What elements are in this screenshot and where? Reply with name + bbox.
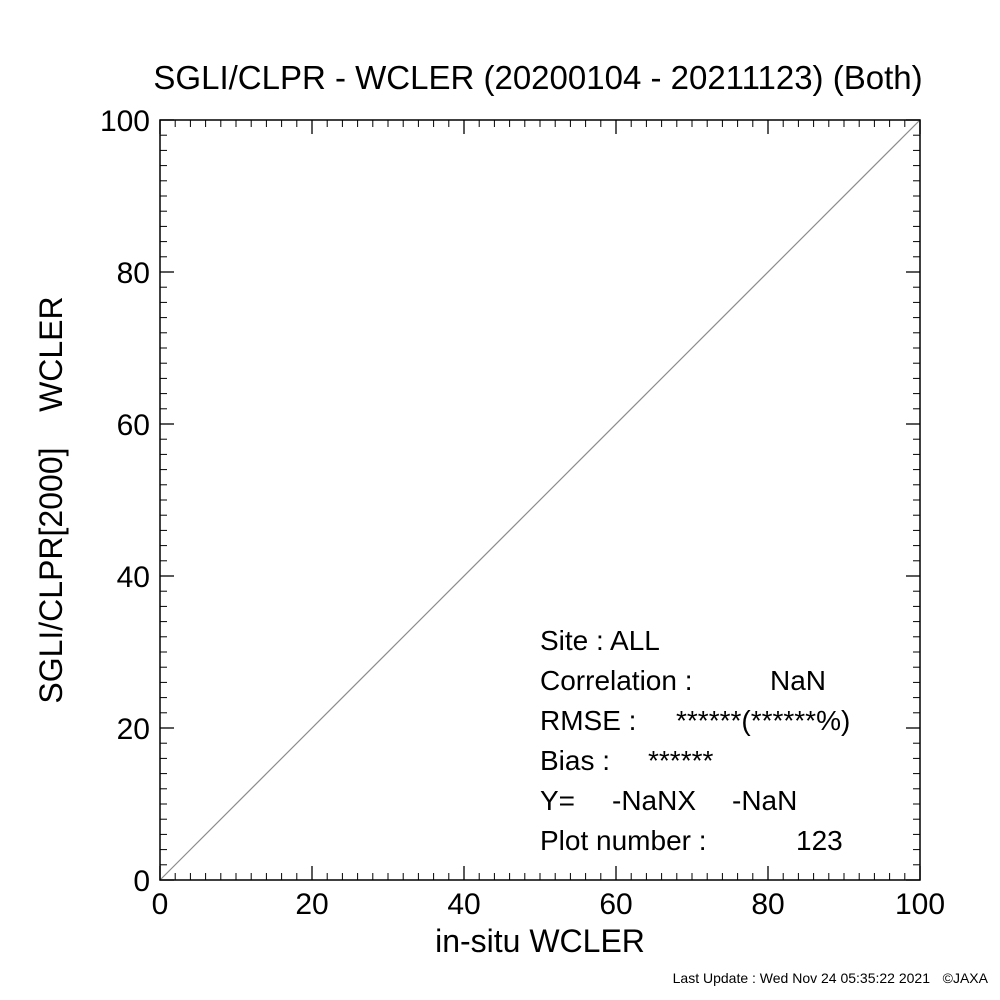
regression-label: Y= xyxy=(540,785,575,816)
copyright-text: ©JAXA xyxy=(943,970,989,986)
correlation-label: Correlation : xyxy=(540,665,693,696)
plot-frame xyxy=(159,119,921,881)
x-tick-labels: 0 20 40 60 80 100 xyxy=(152,888,945,921)
stats-annotation: Site : ALL Correlation : NaN RMSE : ****… xyxy=(540,625,850,856)
bias-label: Bias : xyxy=(540,745,610,776)
y-tick-label: 20 xyxy=(117,713,150,746)
rmse-label: RMSE : xyxy=(540,705,636,736)
x-tick-label: 40 xyxy=(447,888,480,921)
y-tick-label: 80 xyxy=(117,257,150,290)
y-axis-label: SGLI/CLPR[2000] WCLER xyxy=(33,296,69,703)
minor-ticks xyxy=(160,120,920,880)
regression-intercept: -NaN xyxy=(732,785,797,816)
x-tick-label: 80 xyxy=(751,888,784,921)
x-tick-label: 100 xyxy=(895,888,945,921)
y-tick-label: 40 xyxy=(117,561,150,594)
x-tick-label: 60 xyxy=(599,888,632,921)
y-tick-label: 60 xyxy=(117,409,150,442)
y-tick-label: 0 xyxy=(133,865,150,898)
regression-slope: -NaNX xyxy=(612,785,696,816)
y-tick-labels: 0 20 40 60 80 100 xyxy=(100,105,150,898)
site-annotation: Site : ALL xyxy=(540,625,660,656)
one-to-one-line xyxy=(159,119,921,881)
last-update-text: Last Update : Wed Nov 24 05:35:22 2021 xyxy=(673,970,931,986)
bias-value: ****** xyxy=(648,745,713,776)
chart-title: SGLI/CLPR - WCLER (20200104 - 20211123) … xyxy=(153,59,922,96)
major-ticks xyxy=(159,119,921,881)
x-tick-label: 0 xyxy=(152,888,169,921)
rmse-value: ******(******%) xyxy=(676,705,850,736)
y-tick-label: 100 xyxy=(100,105,150,138)
footer: Last Update : Wed Nov 24 05:35:22 2021 ©… xyxy=(673,970,989,986)
x-tick-label: 20 xyxy=(295,888,328,921)
x-axis-label: in-situ WCLER xyxy=(435,923,645,959)
plot-number-value: 123 xyxy=(796,825,843,856)
plot-number-label: Plot number : xyxy=(540,825,707,856)
correlation-value: NaN xyxy=(770,665,826,696)
